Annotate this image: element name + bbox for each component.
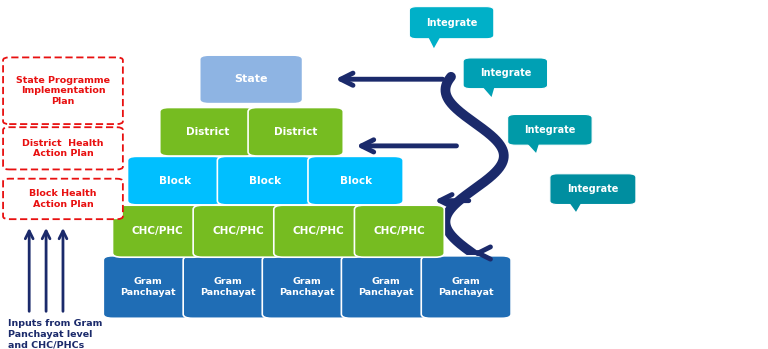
Text: Block Health
Action Plan: Block Health Action Plan — [29, 189, 97, 209]
Text: CHC/PHC: CHC/PHC — [373, 226, 425, 236]
FancyBboxPatch shape — [127, 156, 223, 205]
FancyBboxPatch shape — [421, 256, 511, 318]
Text: Gram
Panchayat: Gram Panchayat — [359, 277, 414, 297]
Polygon shape — [481, 85, 495, 97]
FancyBboxPatch shape — [550, 174, 636, 205]
Text: Block: Block — [249, 176, 281, 186]
FancyBboxPatch shape — [193, 205, 283, 257]
FancyBboxPatch shape — [355, 205, 444, 257]
FancyBboxPatch shape — [160, 107, 255, 156]
FancyBboxPatch shape — [273, 205, 363, 257]
FancyBboxPatch shape — [341, 256, 431, 318]
FancyBboxPatch shape — [183, 256, 273, 318]
FancyBboxPatch shape — [508, 114, 592, 145]
Text: Gram
Panchayat: Gram Panchayat — [439, 277, 494, 297]
Text: Gram
Panchayat: Gram Panchayat — [121, 277, 176, 297]
Text: CHC/PHC: CHC/PHC — [293, 226, 345, 236]
Text: State Programme
Implementation
Plan: State Programme Implementation Plan — [16, 76, 110, 106]
FancyBboxPatch shape — [3, 127, 123, 170]
Polygon shape — [427, 35, 441, 48]
FancyBboxPatch shape — [217, 156, 313, 205]
Text: Integrate: Integrate — [480, 68, 531, 78]
FancyBboxPatch shape — [409, 7, 494, 39]
FancyBboxPatch shape — [200, 55, 303, 104]
Text: Integrate: Integrate — [525, 125, 575, 135]
Text: Gram
Panchayat: Gram Panchayat — [280, 277, 335, 297]
Text: State: State — [234, 74, 268, 84]
Text: Inputs from Gram
Panchayat level
and CHC/PHCs: Inputs from Gram Panchayat level and CHC… — [8, 319, 102, 349]
FancyBboxPatch shape — [308, 156, 403, 205]
Text: District  Health
Action Plan: District Health Action Plan — [22, 139, 104, 158]
FancyBboxPatch shape — [112, 205, 202, 257]
FancyBboxPatch shape — [263, 256, 352, 318]
Text: CHC/PHC: CHC/PHC — [212, 226, 264, 236]
Text: District: District — [274, 127, 317, 137]
Polygon shape — [568, 201, 582, 212]
FancyBboxPatch shape — [3, 58, 123, 124]
Text: CHC/PHC: CHC/PHC — [131, 226, 184, 236]
Polygon shape — [525, 142, 539, 153]
FancyBboxPatch shape — [103, 256, 193, 318]
FancyBboxPatch shape — [463, 58, 548, 89]
Text: District: District — [186, 127, 229, 137]
Text: Integrate: Integrate — [568, 184, 618, 194]
FancyBboxPatch shape — [3, 179, 123, 219]
Text: Gram
Panchayat: Gram Panchayat — [200, 277, 256, 297]
Text: Block: Block — [159, 176, 191, 186]
Text: Block: Block — [339, 176, 372, 186]
Text: Integrate: Integrate — [426, 18, 477, 28]
FancyBboxPatch shape — [248, 107, 343, 156]
